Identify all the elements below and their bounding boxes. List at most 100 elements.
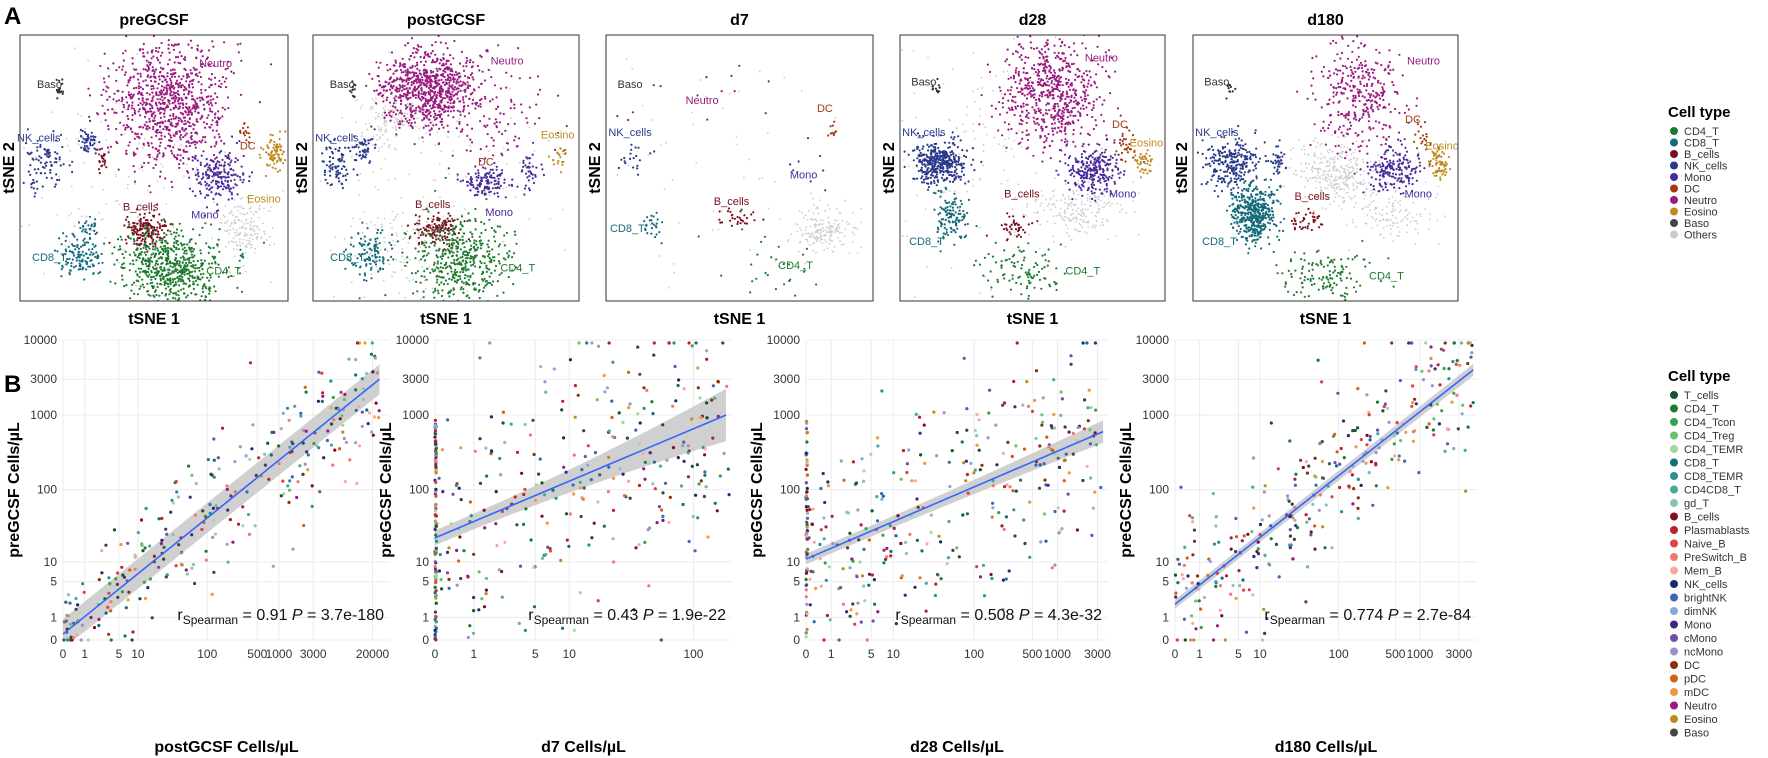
tsne-point-CD8_T bbox=[92, 272, 95, 275]
tsne-point-CD4_T bbox=[471, 233, 474, 236]
tsne-point-Neutro bbox=[179, 111, 182, 114]
tsne-point-Neutro bbox=[458, 72, 461, 75]
tsne-point-Neutro bbox=[397, 96, 400, 99]
tsne-point-Neutro bbox=[133, 109, 136, 112]
tsne-point-CD4_T bbox=[481, 278, 484, 281]
tsne-point-CD4_T bbox=[496, 280, 499, 283]
tsne-point-CD8_T bbox=[58, 237, 61, 240]
tsne-point-B_cells bbox=[146, 250, 149, 253]
tsne-point-Neutro bbox=[428, 118, 431, 121]
tsne-point-Neutro bbox=[439, 41, 442, 44]
tsne-point-Neutro bbox=[175, 79, 178, 82]
tsne-point-Mono bbox=[234, 157, 237, 160]
tsne-point-Others bbox=[502, 240, 504, 243]
tsne-point-Mono bbox=[216, 185, 220, 188]
tsne-point-CD4_T bbox=[441, 289, 444, 292]
tsne-point-Others bbox=[818, 240, 821, 243]
tsne-point-Neutro bbox=[155, 92, 158, 95]
tsne-point-NK_cells bbox=[323, 171, 327, 174]
tsne-point-CD4_T bbox=[488, 253, 491, 256]
tsne-point-Neutro bbox=[488, 117, 491, 120]
tsne-point-Mono bbox=[523, 187, 527, 190]
tsne-point-CD4_T bbox=[181, 235, 185, 238]
tsne-point-Neutro bbox=[136, 72, 139, 75]
tsne-point-Neutro bbox=[516, 145, 519, 148]
tsne-point-CD8_T bbox=[379, 268, 382, 271]
tsne-point-CD4_T bbox=[194, 279, 197, 283]
tsne-point-Neutro bbox=[434, 53, 437, 56]
tsne-point-CD4_T bbox=[172, 292, 176, 295]
tsne-point-Neutro bbox=[465, 56, 468, 60]
tsne-point-CD4_T bbox=[183, 273, 186, 276]
tsne-point-Eosino bbox=[282, 162, 285, 165]
tsne-point-Neutro bbox=[200, 183, 203, 186]
tsne-point-CD4_T bbox=[173, 277, 177, 280]
tsne-point-CD4_T bbox=[479, 247, 482, 250]
tsne-point-Neutro bbox=[476, 64, 480, 68]
tsne-y-label: tSNE 2 bbox=[294, 142, 311, 194]
tsne-point-Others bbox=[424, 239, 426, 242]
tsne-point-CD4_T bbox=[485, 198, 488, 201]
tsne-point-CD4_T bbox=[212, 246, 215, 249]
tsne-point-Neutro bbox=[179, 102, 182, 105]
tsne-point-CD8_T bbox=[100, 252, 103, 256]
tsne-point-CD4_T bbox=[160, 265, 163, 269]
tsne-point-Mono bbox=[223, 142, 226, 145]
tsne-point-Neutro bbox=[179, 138, 182, 141]
tsne-point-CD4_T bbox=[487, 246, 490, 249]
tsne-point-Neutro bbox=[182, 162, 185, 165]
tsne-point-CD4_T bbox=[488, 218, 491, 221]
tsne-point-Neutro bbox=[469, 149, 472, 153]
tsne-point-CD4_T bbox=[484, 305, 486, 307]
tsne-point-NK_cells bbox=[355, 159, 358, 162]
tsne-point-CD8_T bbox=[71, 258, 74, 261]
tsne-point-Neutro bbox=[172, 48, 176, 51]
tsne-point-Others bbox=[358, 194, 361, 197]
tsne-point-Neutro bbox=[389, 101, 392, 104]
tsne-point-Neutro bbox=[183, 116, 187, 119]
tsne-point-CD4_T bbox=[482, 286, 486, 289]
tsne-point-CD4_T bbox=[436, 289, 439, 292]
tsne-point-B_cells bbox=[103, 163, 106, 166]
tsne-point-Mono bbox=[194, 154, 197, 158]
tsne-point-Neutro bbox=[170, 180, 173, 183]
tsne-point-CD4_T bbox=[186, 264, 189, 267]
tsne-point-Mono bbox=[212, 197, 215, 200]
tsne-point-Others bbox=[825, 234, 827, 237]
tsne-point-Others bbox=[365, 123, 367, 125]
tsne-point-CD4_T bbox=[146, 234, 149, 237]
tsne-point-CD4_T bbox=[464, 262, 467, 265]
tsne-point-B_cells bbox=[433, 222, 436, 226]
tsne-point-Others bbox=[249, 194, 252, 197]
tsne-point-Mono bbox=[470, 181, 473, 184]
tsne-point-Baso bbox=[353, 88, 356, 91]
tsne-point-Others bbox=[518, 161, 521, 164]
tsne-point-Neutro bbox=[220, 139, 223, 142]
tsne-point-Neutro bbox=[201, 65, 204, 68]
tsne-point-Eosino bbox=[552, 163, 556, 166]
tsne-point-Neutro bbox=[485, 145, 488, 148]
tsne-point-NK_cells bbox=[55, 161, 58, 164]
tsne-point-CD4_T bbox=[156, 247, 159, 250]
tsne-point-Others bbox=[251, 225, 254, 228]
tsne-point-Neutro bbox=[159, 98, 162, 101]
tsne-point-Neutro bbox=[172, 30, 174, 32]
tsne-point-Neutro bbox=[510, 100, 513, 103]
tsne-point-Neutro bbox=[156, 122, 159, 125]
tsne-point-NK_cells bbox=[87, 147, 90, 150]
tsne-point-CD4_T bbox=[459, 277, 462, 280]
tsne-point-Mono bbox=[476, 187, 479, 190]
tsne-point-Eosino bbox=[275, 143, 279, 146]
tsne-point-CD4_T bbox=[469, 239, 472, 243]
tsne-point-Mono bbox=[527, 170, 530, 173]
tsne-point-Others bbox=[64, 244, 67, 247]
tsne-point-Neutro bbox=[156, 107, 159, 110]
tsne-point-NK_cells bbox=[53, 161, 56, 164]
tsne-point-Others bbox=[260, 236, 263, 239]
tsne-point-CD4_T bbox=[181, 261, 184, 264]
tsne-point-Neutro bbox=[183, 93, 186, 96]
tsne-point-CD4_T bbox=[169, 279, 172, 282]
tsne-point-Neutro bbox=[159, 125, 162, 128]
tsne-point-Others bbox=[444, 205, 447, 208]
tsne-point-Others bbox=[378, 137, 381, 140]
